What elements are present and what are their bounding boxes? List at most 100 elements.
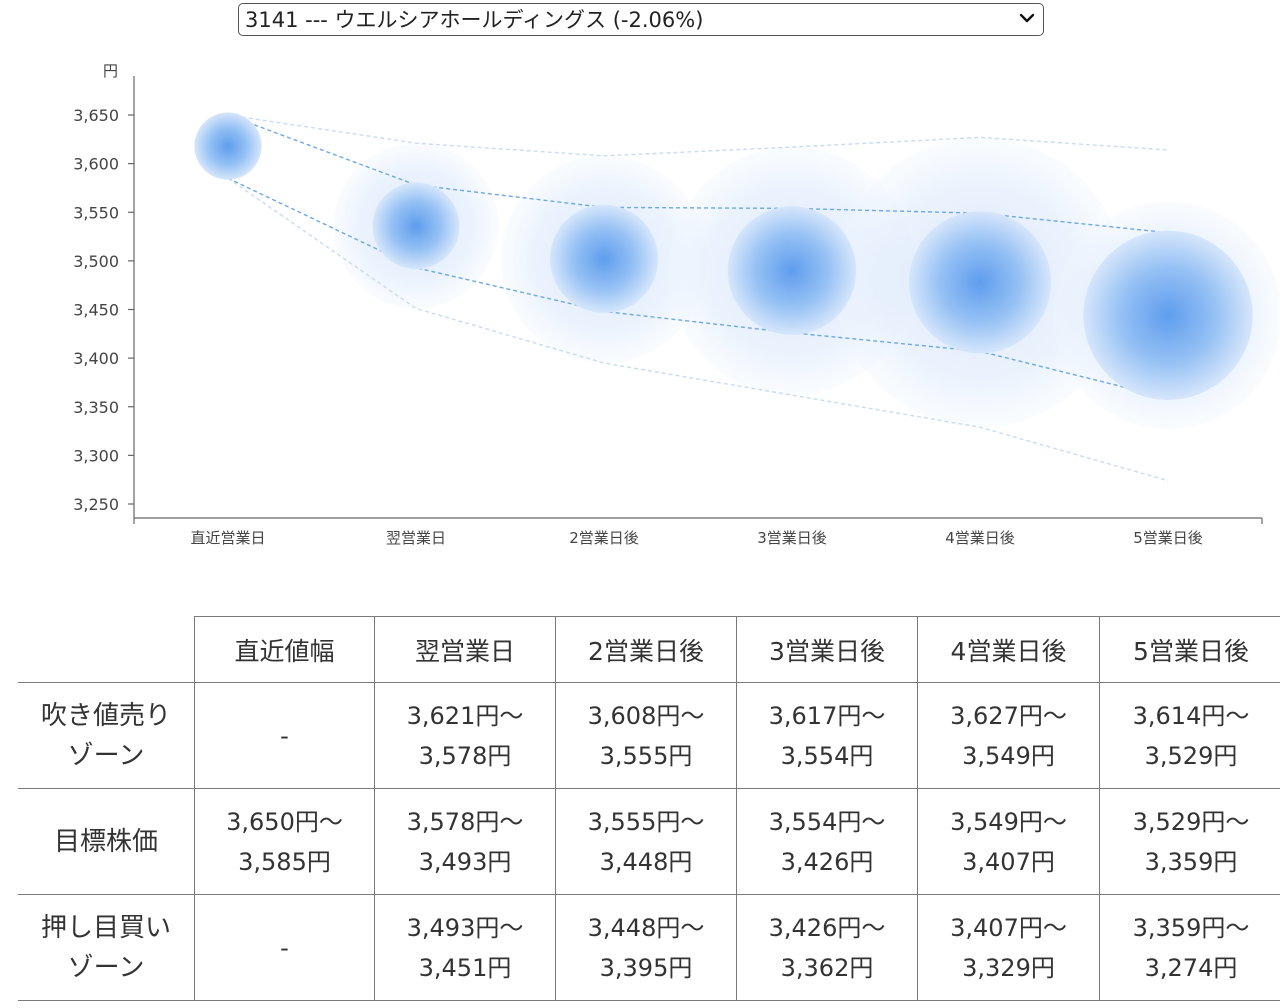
table-column-header: 5営業日後: [1099, 616, 1280, 683]
y-axis-unit-label: 円: [103, 62, 118, 80]
cell-value-line: -: [280, 933, 289, 962]
table-cell: 3,555円〜 3,448円: [555, 788, 737, 895]
cell-value-line: 3,407円: [962, 847, 1055, 876]
cell-value-line: 3,329円: [962, 953, 1055, 982]
table-cell: 3,448円〜 3,395円: [555, 894, 737, 1001]
cell-value-line: 3,614円〜: [1132, 701, 1250, 730]
table-cell: 3,529円〜 3,359円: [1099, 788, 1280, 895]
target-band-high-line: [227, 114, 1169, 234]
stock-selector-wrap: 3141 --- ウエルシアホールディングス (-2.06%): [238, 3, 1044, 36]
cell-value-line: 3,426円: [780, 847, 874, 876]
table-row-header: 吹き値売り ゾーン: [18, 682, 195, 789]
data-point: [194, 112, 262, 180]
cell-value-line: 3,274円: [1144, 953, 1238, 982]
table-cell: 3,617円〜 3,554円: [736, 682, 918, 789]
cell-value-line: 3,578円〜: [406, 807, 524, 836]
cell-value-line: 3,617円〜: [768, 701, 886, 730]
y-tick-label: 3,350: [73, 398, 119, 417]
forecast-chart: 円 3,650 3,600 3,550 3,500 3,450 3,400 3,350 3,30…: [73, 62, 1280, 547]
table-row-header: 目標株価: [18, 788, 195, 895]
band-lines-layer: [227, 114, 1169, 482]
cell-value-line: 3,448円〜: [587, 913, 705, 942]
cell-value-line: 3,554円〜: [768, 807, 886, 836]
y-tick-label: 3,300: [73, 446, 119, 465]
data-point: [908, 211, 1052, 354]
x-tick-label: 3営業日後: [757, 529, 827, 547]
cell-value-line: 3,585円: [238, 847, 331, 876]
zone-table-body: 吹き値売りゾーン - 3,621円〜 3,578円 3,608円〜 3,555円 3,617…: [18, 682, 1280, 1001]
y-tick-label: 3,250: [73, 495, 119, 514]
cell-value-line: 3,407円〜: [950, 913, 1067, 942]
table-cell: 3,621円〜 3,578円: [374, 682, 556, 789]
y-tick-label: 3,550: [73, 203, 119, 222]
cell-value-line: 3,578円: [418, 741, 512, 770]
y-tick-label: 3,600: [73, 155, 119, 174]
data-point: [1083, 230, 1253, 400]
x-tick-label: 5営業日後: [1133, 529, 1203, 547]
y-tick-label: 3,450: [73, 301, 119, 320]
row-header-line: ゾーン: [67, 740, 145, 771]
cell-value-line: 3,555円〜: [587, 807, 705, 836]
cell-value-line: 3,426円〜: [768, 913, 886, 942]
data-point: [372, 182, 460, 270]
cell-value-line: 3,395円: [599, 953, 693, 982]
cell-value-line: -: [280, 721, 289, 750]
table-cell: 3,650円〜 3,585円: [194, 788, 375, 895]
cell-value-line: 3,627円〜: [950, 701, 1067, 730]
x-tick-label: 2営業日後: [569, 529, 639, 547]
cell-value-line: 3,359円〜: [1132, 913, 1250, 942]
table-cell: 3,407円〜 3,329円: [917, 894, 1100, 1001]
y-tick-label: 3,500: [73, 252, 119, 271]
table-cell: -: [194, 682, 375, 789]
zone-table-header-row: 直近値幅 翌営業日 2営業日後 3営業日後 4営業日後 5営業日後: [18, 616, 1280, 683]
x-tick-label: 翌営業日: [386, 529, 446, 547]
outer-band-high-line: [227, 114, 1169, 157]
cell-value-line: 3,554円: [780, 741, 874, 770]
outer-band-low-line: [227, 177, 1169, 482]
bubble-layer: [194, 112, 1253, 400]
y-tick-label: 3,650: [73, 106, 119, 125]
data-point: [549, 204, 659, 313]
cell-value-line: 3,493円: [418, 847, 512, 876]
cell-value-line: 3,555円: [599, 741, 693, 770]
table-column-header: 直近値幅: [194, 616, 375, 683]
table-row: 目標株価 3,650円〜 3,585円 3,578円〜 3,493円 3,555円〜 3,4…: [18, 788, 1280, 895]
axes-layer: 円 3,650 3,600 3,550 3,500 3,450 3,400 3,350 3,30…: [73, 62, 1263, 547]
table-column-header: 翌営業日: [374, 616, 556, 683]
table-row: 吹き値売りゾーン - 3,621円〜 3,578円 3,608円〜 3,555円 3,617…: [18, 682, 1280, 789]
table-cell: 3,549円〜 3,407円: [917, 788, 1100, 895]
row-header-line: 目標株価: [53, 826, 158, 857]
cell-value-line: 3,650円〜: [226, 807, 343, 836]
table-cell: -: [194, 894, 375, 1001]
table-column-header: 2営業日後: [555, 616, 737, 683]
cell-value-line: 3,549円〜: [950, 807, 1067, 836]
y-tick-label: 3,400: [73, 349, 119, 368]
row-header-line: 吹き値売り: [40, 700, 171, 731]
cell-value-line: 3,451円: [418, 953, 512, 982]
stock-selector[interactable]: 3141 --- ウエルシアホールディングス (-2.06%): [238, 3, 1044, 36]
cell-value-line: 3,362円: [780, 953, 874, 982]
table-cell: 3,608円〜 3,555円: [555, 682, 737, 789]
table-cell: 3,426円〜 3,362円: [736, 894, 918, 1001]
table-row: 押し目買い ゾーン - 3,493円〜 3,451円 3,448円〜 3,395円 3,426…: [18, 894, 1280, 1001]
cell-value-line: 3,529円〜: [1132, 807, 1250, 836]
table-cell: 3,359円〜 3,274円: [1099, 894, 1280, 1001]
zone-table: 直近値幅 翌営業日 2営業日後 3営業日後 4営業日後 5営業日後 吹き値売りゾーン - 3,…: [18, 616, 1280, 1001]
table-cell: 3,554円〜 3,426円: [736, 788, 918, 895]
x-tick-label: 直近営業日: [190, 529, 265, 547]
cell-value-line: 3,549円: [962, 741, 1055, 770]
cell-value-line: 3,529円: [1144, 741, 1238, 770]
cell-value-line: 3,493円〜: [406, 913, 524, 942]
table-column-header: 3営業日後: [736, 616, 918, 683]
cell-value-line: 3,608円〜: [587, 701, 705, 730]
table-cell: 3,493円〜 3,451円: [374, 894, 556, 1001]
cell-value-line: 3,621円〜: [406, 701, 524, 730]
table-corner-cell: [18, 616, 195, 683]
data-point: [727, 206, 857, 335]
cell-value-line: 3,448円: [599, 847, 693, 876]
row-header-line: 押し目買い: [40, 912, 171, 943]
table-cell: 3,578円〜 3,493円: [374, 788, 556, 895]
table-row-header: 押し目買い ゾーン: [18, 894, 195, 1001]
table-column-header: 4営業日後: [917, 616, 1100, 683]
x-tick-label: 4営業日後: [945, 529, 1015, 547]
